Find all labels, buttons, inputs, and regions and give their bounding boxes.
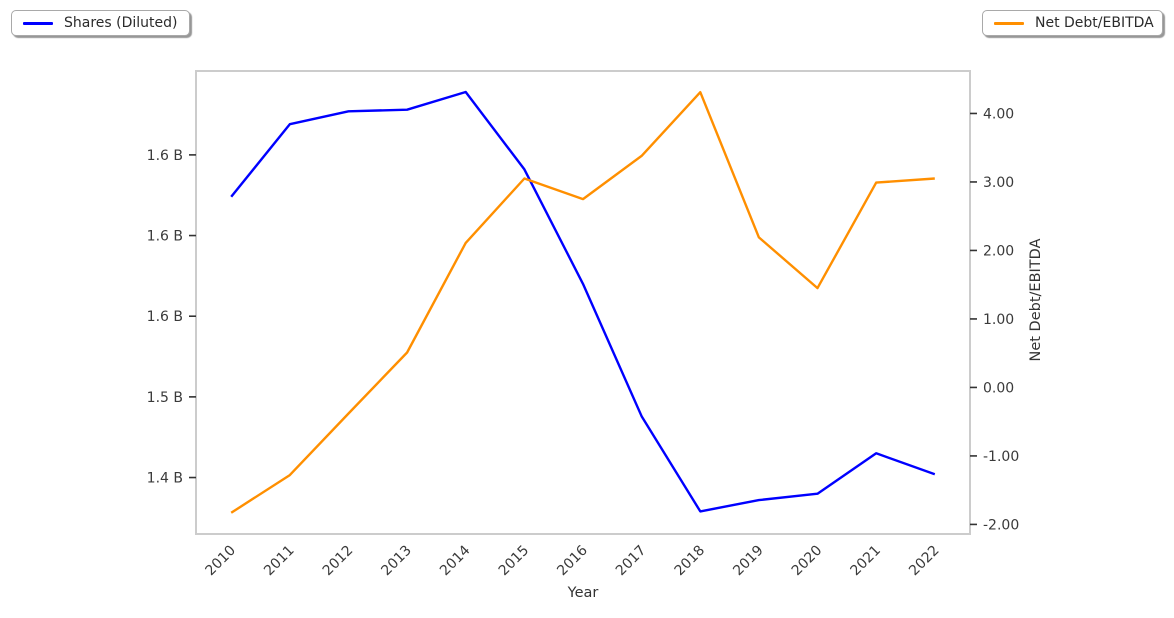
x-tick-label: 2020 [789, 543, 826, 580]
left-tick-label: 1.6 B [147, 309, 183, 325]
x-tick-label: 2012 [320, 543, 357, 580]
right-tick-label: 0.00 [983, 380, 1014, 396]
right-tick-label: -1.00 [983, 449, 1019, 465]
x-tick-label: 2018 [672, 543, 709, 580]
left-tick-label: 1.5 B [147, 390, 183, 406]
x-tick-label: 2022 [906, 543, 943, 580]
right-tick-label: 2.00 [983, 243, 1014, 259]
right-tick-label: -2.00 [983, 517, 1019, 533]
plot-layer: 1.4 B 1.5 B 1.6 B 1.6 B 1.6 B -2.00 -1.00 0.00 1… [147, 70, 1019, 580]
legend-net-debt-label: Net Debt/EBITDA [1035, 15, 1154, 31]
shares-line-swatch [23, 21, 53, 25]
right-axis-title: Net Debt/EBITDA [1028, 238, 1044, 361]
right-tick-label: 1.00 [983, 312, 1014, 328]
x-tick-label: 2014 [437, 542, 474, 579]
x-tick-label: 2019 [730, 543, 767, 580]
left-tick-label: 1.4 B [147, 471, 183, 487]
left-tick-label: 1.6 B [147, 229, 183, 245]
x-axis-title: Year [567, 585, 599, 601]
left-tick-label: 1.6 B [147, 148, 183, 164]
legend-shares: Shares (Diluted) [11, 10, 190, 36]
legend-shares-label: Shares (Diluted) [64, 15, 178, 31]
net-debt-ebitda-line [230, 90, 935, 514]
x-tick-label: 2011 [261, 543, 298, 580]
x-tick-label: 2017 [613, 543, 650, 580]
net-debt-line-swatch [994, 21, 1024, 25]
x-tick-label: 2010 [203, 543, 240, 580]
x-tick-label: 2013 [378, 543, 415, 580]
right-tick-label: 4.00 [983, 106, 1014, 122]
x-tick-label: 2015 [496, 543, 533, 580]
legend-net-debt: Net Debt/EBITDA [982, 10, 1163, 36]
x-tick-label: 2021 [848, 543, 885, 580]
shares-diluted-line [230, 90, 936, 513]
x-tick-label: 2016 [554, 542, 591, 579]
plot-border [195, 70, 971, 535]
right-tick-label: 3.00 [983, 175, 1014, 191]
